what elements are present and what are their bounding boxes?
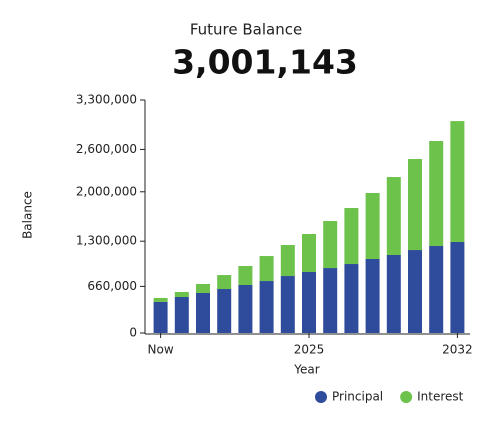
bar-segment: [323, 268, 338, 333]
bar-segment: [259, 281, 274, 333]
bar-segment: [429, 141, 444, 247]
legend-label: Principal: [332, 390, 383, 404]
bar-segment: [408, 159, 422, 251]
legend-label: Interest: [417, 390, 464, 404]
bar-segment: [344, 208, 359, 265]
bar-segment: [217, 289, 232, 333]
bar-segment: [408, 250, 422, 333]
bar-segment: [280, 245, 295, 277]
x-tick-label: Now: [148, 343, 174, 357]
bar-segment: [196, 292, 210, 333]
y-tick-label: 2,600,000: [76, 142, 137, 156]
y-tick-label: 1,300,000: [76, 234, 137, 248]
legend-swatch: [315, 391, 327, 403]
chart-title: Future Balance: [190, 21, 302, 39]
bar-segment: [280, 276, 295, 333]
bar-segment: [344, 264, 359, 333]
bar-segment: [429, 246, 444, 333]
headline-value: 3,001,143: [172, 43, 358, 82]
y-tick-label: 0: [129, 326, 137, 340]
bar-segment: [217, 275, 232, 290]
bar-segment: [259, 256, 274, 282]
bar-segment: [365, 259, 380, 333]
bar-segment: [196, 283, 210, 293]
y-axis-title: Balance: [21, 191, 35, 239]
bar-segment: [365, 192, 380, 260]
y-tick-label: 660,000: [87, 279, 137, 293]
bar-segment: [302, 271, 316, 333]
y-tick-label: 3,300,000: [76, 93, 137, 107]
bar-segment: [153, 301, 168, 333]
legend-swatch: [400, 391, 413, 403]
bar-segment: [302, 234, 316, 272]
x-axis-title: Year: [293, 363, 319, 377]
bar-segment: [386, 254, 401, 333]
bar-segment: [153, 297, 168, 302]
bar-segment: [174, 291, 189, 297]
x-tick-label: 2025: [294, 343, 325, 357]
bar-segment: [238, 284, 253, 333]
bar-segment: [450, 121, 465, 242]
bar-segment: [386, 177, 401, 255]
bar-segment: [323, 221, 338, 269]
bar-segment: [174, 296, 189, 333]
bar-segment: [238, 265, 253, 285]
bar-segment: [450, 241, 465, 333]
y-tick-label: 2,000,000: [76, 184, 137, 198]
x-tick-label: 2032: [442, 343, 473, 357]
